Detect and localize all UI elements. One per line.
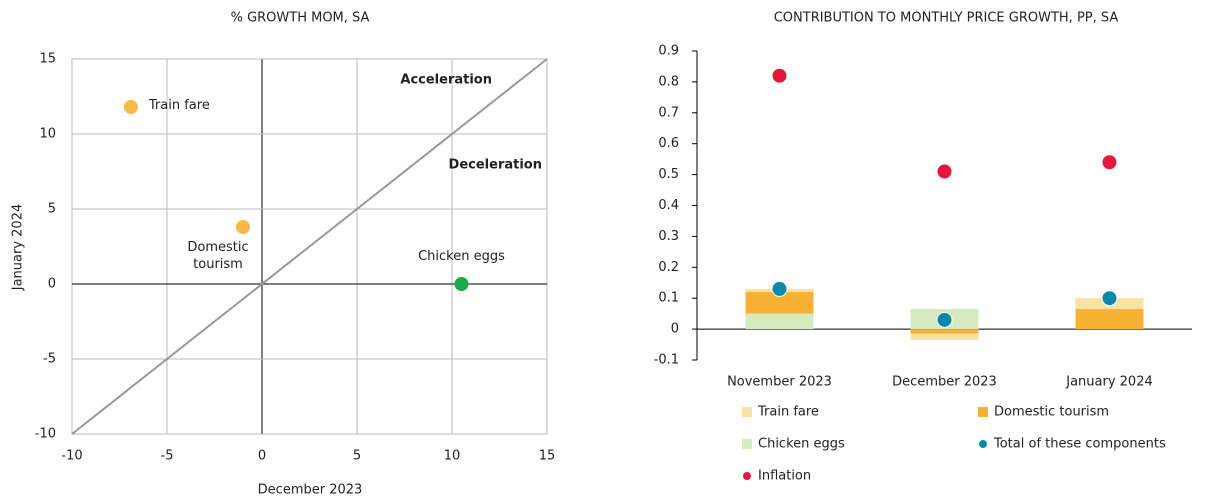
point: [1101, 290, 1118, 307]
x-tick-label: 0: [258, 449, 266, 464]
y-axis-label: January 2024: [11, 204, 26, 292]
y-tick-label: 0.1: [658, 291, 679, 306]
legend-swatch: [742, 439, 752, 449]
legend-label: Chicken eggs: [758, 437, 845, 452]
annotation: Acceleration: [400, 73, 492, 88]
y-tick-label: -5: [43, 352, 56, 367]
y-tick-label: 0.6: [658, 136, 679, 151]
point-label: Chicken eggs: [418, 249, 505, 264]
x-tick-label: December 2023: [892, 375, 997, 390]
bar-segment: [910, 333, 979, 340]
y-tick-label: 10: [39, 127, 56, 142]
y-tick-label: 15: [39, 52, 56, 67]
point: [771, 280, 788, 297]
legend-swatch: [979, 440, 987, 448]
y-tick-label: 0.4: [658, 198, 679, 213]
legend-label: Train fare: [757, 405, 819, 420]
y-tick-label: 0: [48, 277, 56, 292]
point-label-box: Chicken eggs: [418, 249, 505, 264]
x-tick-label: November 2023: [727, 375, 832, 390]
point: [123, 100, 138, 114]
bar-segment: [910, 329, 979, 334]
x-tick-label: 10: [444, 449, 461, 464]
legend-swatch: [978, 407, 988, 417]
y-tick-label: 0: [671, 322, 679, 337]
x-tick-label: -10: [61, 449, 82, 464]
point: [236, 220, 250, 234]
legend-label: Domestic tourism: [994, 405, 1109, 420]
y-tick-label: 0.5: [658, 167, 679, 182]
annotation: Deceleration: [449, 158, 542, 173]
x-tick-label: -5: [161, 449, 174, 464]
y-tick-label: -0.1: [654, 353, 679, 368]
point-label: Train fare: [148, 98, 210, 113]
chart-title: % GROWTH MOM, SA: [231, 11, 370, 26]
point: [936, 311, 953, 328]
point: [1101, 154, 1118, 171]
reference-line: [71, 58, 548, 435]
x-tick-label: January 2024: [1065, 375, 1153, 390]
point-label: Domestic tourism: [187, 240, 249, 272]
bar-segment: [1075, 309, 1144, 330]
point: [936, 163, 953, 180]
x-tick-label: 5: [353, 449, 361, 464]
x-axis-label: December 2023: [258, 483, 363, 498]
y-tick-label: 5: [48, 202, 56, 217]
point-label-box: Domestic tourism: [187, 240, 249, 272]
y-tick-label: 0.8: [658, 74, 679, 89]
y-tick-label: 0.9: [658, 44, 679, 59]
legend-swatch: [743, 472, 751, 480]
y-tick-label: 0.7: [658, 105, 679, 120]
y-tick-label: 0.2: [658, 260, 679, 275]
x-tick-label: 15: [539, 449, 556, 464]
y-tick-label: -10: [35, 427, 56, 442]
bar-segment: [745, 292, 814, 314]
chart-title: CONTRIBUTION TO MONTHLY PRICE GROWTH, PP…: [774, 11, 1119, 26]
legend-label: Inflation: [758, 469, 811, 484]
point: [771, 67, 788, 84]
legend-swatch: [742, 407, 752, 417]
point-label-box: Train fare: [148, 98, 210, 113]
bar-segment: [745, 313, 814, 330]
legend-label: Total of these components: [993, 437, 1166, 452]
y-tick-label: 0.3: [658, 229, 679, 244]
point: [454, 277, 469, 291]
